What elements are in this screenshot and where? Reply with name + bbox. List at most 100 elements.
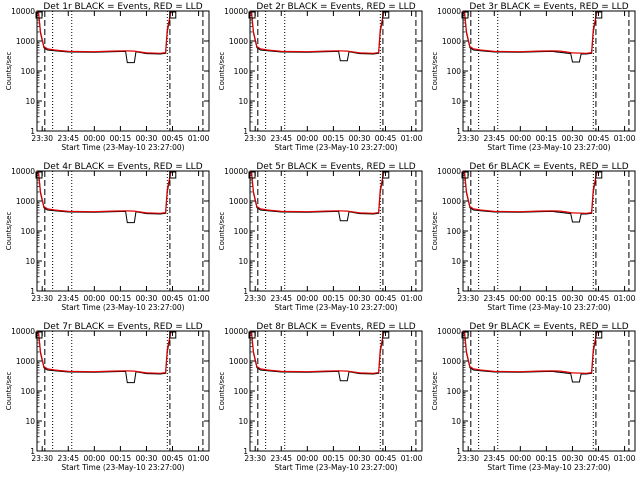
x-tick-label: 00:45 [375, 454, 397, 463]
y-tick-label: 10000 [437, 167, 461, 176]
plot-frame [249, 10, 423, 132]
y-tick-label: 1000 [16, 37, 35, 46]
y-tick-label: 10000 [224, 327, 248, 336]
end-marker-box [595, 331, 603, 339]
x-tick-label: 00:00 [510, 294, 532, 303]
x-tick-label: 01:00 [614, 134, 636, 143]
x-tick-label: 23:45 [483, 454, 505, 463]
series-line-lld [249, 330, 385, 374]
x-axis-label: Start Time (23-May-10 23:27:00) [487, 303, 610, 312]
end-marker-box [382, 171, 390, 179]
x-tick-label: 00:30 [349, 134, 371, 143]
y-tick-label: 1 [30, 287, 35, 296]
x-tick-label: 23:30 [31, 134, 53, 143]
x-tick-label: 00:45 [588, 294, 610, 303]
y-tick-label: 10000 [11, 7, 35, 16]
series-line-events [462, 330, 598, 383]
x-tick-label: 00:45 [162, 454, 184, 463]
x-tick-label: 01:00 [614, 454, 636, 463]
plot-frame [462, 10, 636, 132]
y-tick-label: 1000 [442, 37, 461, 46]
x-tick-label: 00:15 [536, 454, 558, 463]
x-tick-label: 23:45 [483, 134, 505, 143]
chart-title: Det 9r BLACK = Events, RED = LLD [469, 322, 628, 332]
x-tick-label: 00:00 [297, 454, 319, 463]
start-marker-box [461, 171, 469, 179]
y-tick-label: 100 [21, 67, 36, 76]
x-tick-label: 00:30 [136, 294, 158, 303]
chart-panel: Det 9r BLACK = Events, RED = LLD 1 10 100 10… [431, 322, 636, 472]
y-tick-label: 1000 [442, 197, 461, 206]
end-marker-box [595, 11, 603, 19]
x-tick-label: 23:45 [57, 294, 79, 303]
x-tick-label: 00:15 [323, 454, 345, 463]
x-axis-label: Start Time (23-May-10 23:27:00) [61, 303, 184, 312]
x-tick-label: 00:15 [323, 294, 345, 303]
series-line-lld [462, 330, 598, 374]
series-line-lld [249, 10, 385, 54]
y-tick-label: 1000 [442, 357, 461, 366]
y-tick-label: 1 [243, 127, 248, 136]
x-axis-label: Start Time (23-May-10 23:27:00) [274, 143, 397, 152]
y-tick-label: 100 [447, 67, 462, 76]
x-tick-label: 23:45 [270, 454, 292, 463]
x-tick-label: 00:30 [349, 294, 371, 303]
y-tick-label: 1000 [229, 197, 248, 206]
start-marker-box [35, 11, 43, 19]
chart-panel: Det 6r BLACK = Events, RED = LLD 1 10 100 10… [431, 162, 636, 312]
y-tick-label: 10000 [224, 7, 248, 16]
plot-frame [462, 330, 636, 452]
x-axis-label: Start Time (23-May-10 23:27:00) [274, 463, 397, 472]
x-tick-label: 01:00 [401, 134, 423, 143]
x-tick-label: 00:15 [323, 134, 345, 143]
end-marker-box [595, 171, 603, 179]
y-tick-label: 10 [238, 97, 248, 106]
plot-frame [249, 330, 423, 452]
x-tick-label: 01:00 [188, 134, 210, 143]
y-tick-label: 1000 [229, 357, 248, 366]
x-tick-label: 00:45 [588, 454, 610, 463]
y-tick-label: 10000 [437, 7, 461, 16]
start-marker-box [461, 331, 469, 339]
y-axis-label: Counts/sec [5, 212, 13, 251]
x-tick-label: 00:00 [510, 134, 532, 143]
chart-title: Det 8r BLACK = Events, RED = LLD [256, 322, 415, 332]
x-tick-label: 23:30 [457, 294, 479, 303]
series-line-events [36, 330, 172, 384]
x-tick-label: 00:30 [349, 454, 371, 463]
series-line-lld [36, 330, 172, 374]
chart-panel: Det 1r BLACK = Events, RED = LLD 1 10 100 10… [5, 2, 210, 152]
x-tick-label: 00:00 [84, 454, 106, 463]
x-axis-label: Start Time (23-May-10 23:27:00) [61, 143, 184, 152]
plot-frame [36, 170, 210, 292]
x-tick-label: 00:15 [110, 454, 132, 463]
y-tick-label: 1 [30, 447, 35, 456]
y-tick-label: 1 [456, 287, 461, 296]
x-tick-label: 23:45 [57, 454, 79, 463]
series-line-events [462, 10, 598, 63]
x-tick-label: 00:00 [84, 294, 106, 303]
y-tick-label: 10 [25, 417, 35, 426]
series-line-lld [249, 170, 385, 214]
x-tick-label: 00:00 [510, 454, 532, 463]
x-tick-label: 01:00 [401, 294, 423, 303]
plot-frame [36, 330, 210, 452]
x-tick-label: 00:45 [588, 134, 610, 143]
start-marker-box [35, 171, 43, 179]
y-tick-label: 100 [234, 67, 249, 76]
y-axis-label: Counts/sec [431, 52, 439, 91]
x-tick-label: 23:30 [31, 294, 53, 303]
x-tick-label: 23:30 [244, 294, 266, 303]
chart-title: Det 6r BLACK = Events, RED = LLD [469, 162, 628, 172]
series-line-lld [36, 170, 172, 214]
series-line-lld [36, 10, 172, 54]
series-line-lld [462, 170, 598, 214]
x-tick-label: 00:45 [162, 134, 184, 143]
y-tick-label: 10 [451, 257, 461, 266]
y-tick-label: 100 [21, 387, 36, 396]
y-tick-label: 10 [451, 97, 461, 106]
end-marker-box [169, 11, 177, 19]
y-axis-label: Counts/sec [431, 212, 439, 251]
x-tick-label: 23:45 [483, 294, 505, 303]
